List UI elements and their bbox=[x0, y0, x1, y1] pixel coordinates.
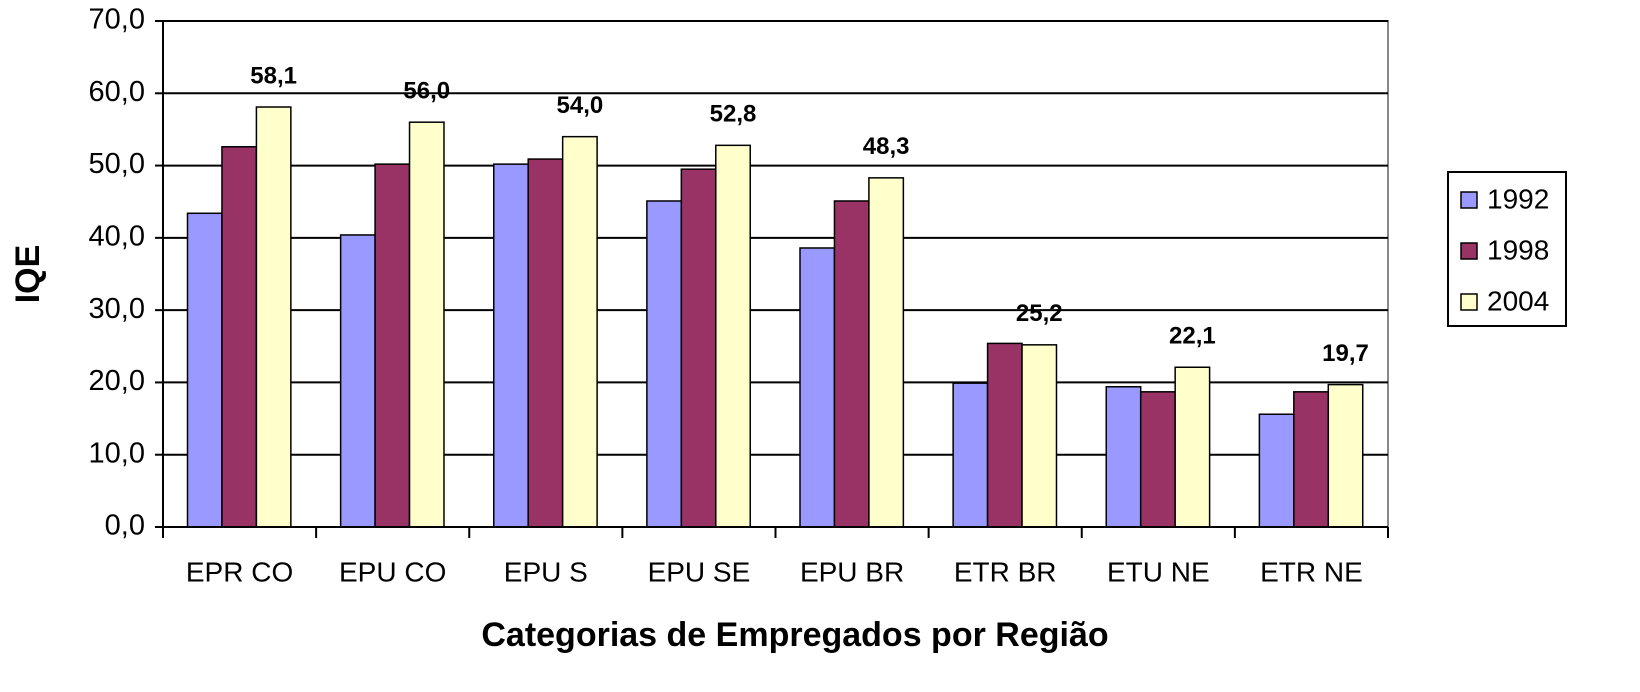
bar bbox=[561, 135, 598, 528]
y-tick-label: 20,0 bbox=[89, 365, 145, 397]
bar bbox=[374, 163, 411, 528]
y-tick-label: 60,0 bbox=[89, 76, 145, 108]
y-tick-label: 30,0 bbox=[89, 293, 145, 325]
bar bbox=[339, 234, 376, 528]
x-tick-label: ETU NE bbox=[1107, 556, 1210, 587]
x-tick-label: EPU BR bbox=[800, 556, 904, 587]
legend-swatch bbox=[1460, 293, 1478, 311]
data-label: 54,0 bbox=[557, 92, 604, 119]
bar bbox=[255, 106, 292, 528]
data-label: 22,1 bbox=[1169, 323, 1216, 350]
y-tick-label: 70,0 bbox=[89, 4, 145, 36]
bar bbox=[493, 163, 529, 528]
bar bbox=[680, 168, 717, 528]
y-tick-label: 40,0 bbox=[89, 221, 145, 253]
y-tick-label: 50,0 bbox=[89, 148, 145, 180]
bar bbox=[186, 212, 223, 528]
bar bbox=[1327, 383, 1364, 528]
y-tick-label: 0,0 bbox=[105, 510, 145, 542]
data-label: 25,2 bbox=[1016, 300, 1063, 327]
legend-label: 2004 bbox=[1487, 285, 1549, 316]
x-tick-label: EPR CO bbox=[186, 556, 293, 587]
legend-swatch bbox=[1460, 242, 1478, 260]
x-tick-label: EPU SE bbox=[648, 556, 751, 587]
bar bbox=[646, 200, 683, 528]
y-axis-title: IQE bbox=[9, 245, 47, 304]
bar bbox=[833, 200, 870, 528]
bar bbox=[799, 247, 836, 528]
bar bbox=[527, 158, 564, 528]
bar bbox=[715, 144, 751, 528]
x-axis-title: Categorias de Empregados por Região bbox=[481, 616, 1108, 654]
x-tick-label: ETR BR bbox=[954, 556, 1057, 587]
legend-label: 1998 bbox=[1487, 234, 1549, 265]
bar bbox=[1021, 344, 1058, 528]
legend-swatch bbox=[1460, 191, 1478, 209]
bar bbox=[221, 146, 258, 528]
bar bbox=[1105, 386, 1142, 528]
data-label: 48,3 bbox=[863, 133, 910, 160]
bar bbox=[1174, 366, 1211, 528]
bar bbox=[952, 382, 989, 528]
bar bbox=[986, 342, 1023, 528]
data-label: 56,0 bbox=[403, 78, 450, 105]
bar bbox=[1258, 413, 1295, 528]
x-tick-label: EPU S bbox=[504, 556, 588, 587]
bar bbox=[1293, 391, 1330, 528]
data-label: 19,7 bbox=[1322, 340, 1369, 367]
bar bbox=[868, 177, 905, 528]
x-tick-label: EPU CO bbox=[339, 556, 446, 587]
x-tick-label: ETR NE bbox=[1260, 556, 1363, 587]
data-label: 58,1 bbox=[250, 62, 297, 89]
bar bbox=[408, 121, 445, 528]
y-tick-label: 10,0 bbox=[89, 437, 145, 469]
bar bbox=[1139, 391, 1176, 528]
legend-label: 1992 bbox=[1487, 183, 1549, 214]
data-label: 52,8 bbox=[710, 101, 757, 128]
